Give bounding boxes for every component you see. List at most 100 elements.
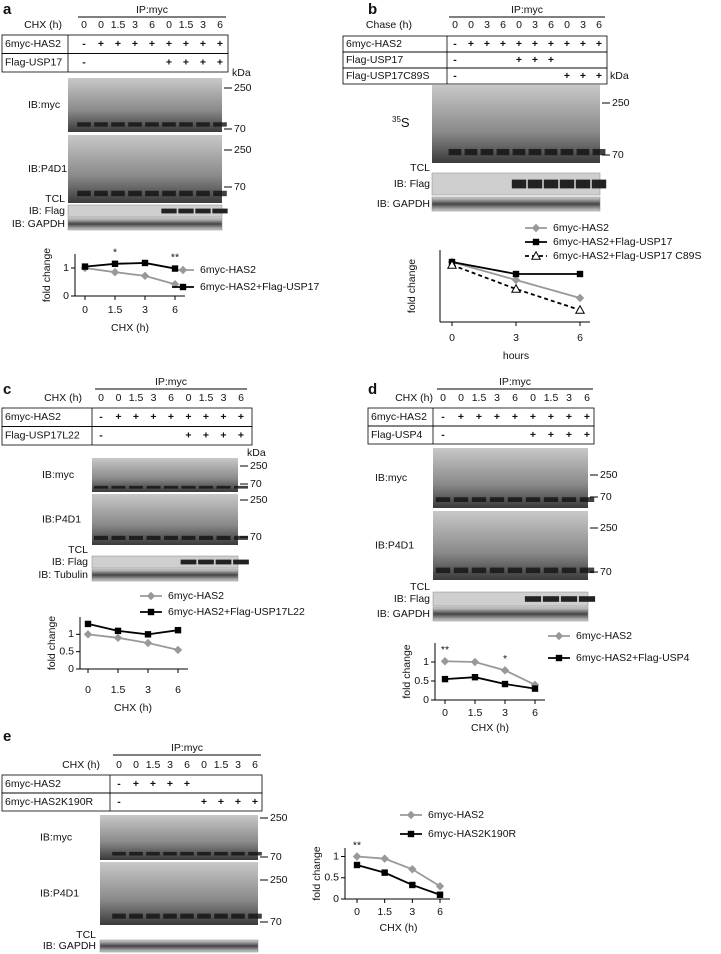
time-value: 3 — [580, 19, 586, 31]
x-tick-label: 0 — [354, 906, 360, 918]
time-value: 6 — [238, 392, 244, 404]
blot-band — [435, 497, 451, 502]
time-value: 0 — [458, 392, 464, 404]
blot-band — [464, 148, 478, 156]
marker-label: 250 — [234, 144, 252, 156]
blot-band — [213, 190, 227, 197]
time-value: 0 — [201, 759, 207, 771]
condition-name: Flag-USP4 — [371, 429, 423, 441]
x-axis-label: CHX (h) — [114, 702, 152, 714]
blot-band — [146, 485, 161, 489]
tcl-label: TCL — [45, 193, 65, 205]
blot-band — [94, 535, 108, 540]
point — [531, 685, 539, 692]
blot-label-text: IB:myc — [375, 472, 407, 484]
condition-sign: + — [500, 38, 506, 50]
condition-sign: + — [238, 430, 244, 442]
point — [500, 666, 510, 675]
condition-sign: + — [532, 38, 538, 50]
legend-label: 6myc-HAS2+Flag-USP4 — [576, 652, 690, 664]
condition-sign: + — [564, 38, 570, 50]
time-value: 6 — [184, 759, 190, 771]
time-value: 3 — [200, 19, 206, 31]
blot-band — [111, 190, 125, 197]
condition-sign: + — [530, 411, 536, 423]
blot-band — [496, 148, 510, 156]
strip-band — [527, 179, 543, 189]
condition-sign: + — [235, 796, 241, 808]
strip-band — [543, 179, 559, 189]
time-value: 0 — [116, 392, 122, 404]
strip-band — [178, 208, 194, 214]
time-value: 0 — [81, 19, 87, 31]
x-tick-label: 6 — [172, 304, 178, 316]
point — [380, 854, 389, 863]
strip-band — [198, 559, 214, 565]
strip-band — [180, 559, 197, 565]
tcl-label: TCL — [68, 544, 88, 556]
strip-band — [591, 179, 607, 189]
blot-label-text: S — [401, 115, 410, 130]
panel-label: a — [3, 1, 12, 18]
strip-image — [431, 196, 601, 212]
legend-label: 6myc-HAS2+Flag-USP17 — [200, 281, 319, 293]
condition-sign: + — [203, 430, 209, 442]
condition-sign: + — [530, 429, 536, 441]
strip-label: IB: Flag — [394, 593, 430, 605]
time-value: 6 — [596, 19, 602, 31]
blot-band — [129, 851, 143, 856]
legend-marker — [147, 608, 155, 616]
condition-sign: + — [458, 411, 464, 423]
legend-label: 6myc-HAS2 — [576, 630, 632, 642]
condition-sign: + — [566, 429, 572, 441]
tcl-label: TCL — [410, 581, 430, 593]
time-value: 3 — [566, 392, 572, 404]
time-value: 1.5 — [472, 392, 487, 404]
y-tick-label: 0 — [333, 893, 339, 905]
condition-name: Flag-USP17 — [5, 57, 62, 69]
blot-band — [199, 535, 213, 540]
blot-band — [94, 485, 108, 489]
blot-band — [216, 535, 231, 540]
point — [575, 293, 585, 303]
point — [576, 270, 584, 278]
blot-label-sup: 35 — [392, 115, 401, 124]
condition-sign: + — [516, 38, 522, 50]
point — [511, 275, 521, 285]
series-line — [356, 855, 441, 888]
panel-label: c — [3, 381, 11, 398]
blot-band — [525, 567, 541, 574]
condition-sign: + — [548, 411, 554, 423]
condition-sign: + — [220, 430, 226, 442]
condition-sign: + — [115, 38, 121, 50]
point — [83, 630, 93, 639]
tcl-label: TCL — [76, 929, 96, 941]
significance: ** — [353, 839, 361, 851]
blot-band — [180, 913, 194, 919]
condition-sign: + — [185, 411, 191, 423]
series-line — [87, 633, 179, 651]
blot-band — [560, 148, 574, 156]
condition-sign: + — [200, 57, 206, 69]
strip-label: IB: Flag — [394, 178, 430, 190]
y-axis-label: fold change — [311, 846, 323, 900]
strip-band — [511, 179, 527, 189]
strip-image — [432, 606, 589, 622]
condition-row — [367, 425, 595, 445]
point — [170, 280, 180, 289]
legend-label: 6myc-HAS2 — [428, 809, 484, 821]
blot-band — [94, 190, 108, 197]
blot-label-text: IB:myc — [28, 99, 60, 111]
blot-band — [561, 567, 577, 574]
condition-sign: + — [133, 778, 139, 790]
marker-label: 250 — [250, 494, 268, 506]
blot-band — [544, 148, 558, 156]
panel-label: d — [368, 381, 377, 398]
blot-band — [129, 485, 143, 489]
condition-name: Flag-USP17C89S — [346, 70, 429, 82]
strip-band — [195, 208, 211, 214]
condition-sign: - — [99, 411, 103, 423]
point — [446, 259, 458, 269]
point — [113, 633, 123, 642]
blot-label: IB:myc — [28, 99, 60, 111]
